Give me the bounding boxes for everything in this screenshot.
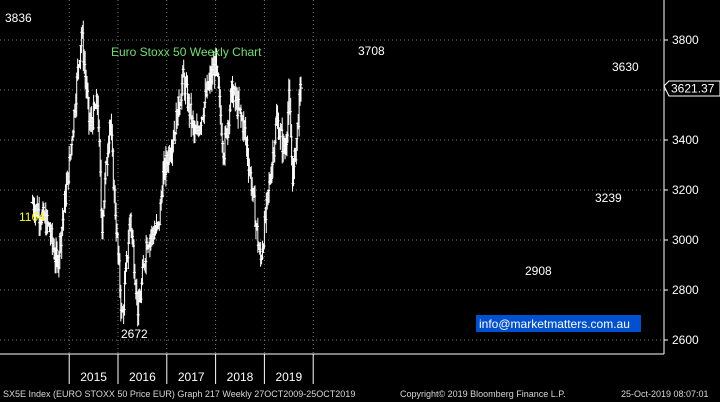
- footer-copyright: Copyright© 2019 Bloomberg Finance L.P.: [400, 389, 566, 399]
- annotation-3836: 3836: [5, 11, 32, 25]
- annotation-3239: 3239: [595, 191, 622, 205]
- x-tick-label: 2015: [80, 370, 107, 384]
- last-price-label: 3621.37: [671, 82, 715, 96]
- annotation-2672: 2672: [121, 327, 148, 341]
- footer-bar: SX5E Index (EURO STOXX 50 Price EUR) Gra…: [0, 385, 720, 402]
- y-tick-label: 3400: [672, 133, 699, 147]
- x-tick-label: 2016: [129, 370, 156, 384]
- footer-timestamp: 25-Oct-2019 08:07:01: [621, 389, 709, 399]
- x-tick-label: 2018: [227, 370, 254, 384]
- ohlc-bar: [299, 76, 303, 102]
- footer-source: SX5E Index (EURO STOXX 50 Price EUR) Gra…: [3, 389, 356, 399]
- price-chart: 2600280030003200340036003800 20152016201…: [0, 0, 720, 385]
- y-tick-label: 3000: [672, 233, 699, 247]
- time-axis: 2015 2016 2017 2018 2019: [68, 354, 314, 384]
- chart-title: Euro Stoxx 50 Weekly Chart: [111, 45, 262, 59]
- annotation-3708: 3708: [358, 44, 385, 58]
- x-tick-label: 2019: [275, 370, 302, 384]
- y-tick-label: 2600: [672, 333, 699, 347]
- y-tick-label: 2800: [672, 283, 699, 297]
- annotation-1164: 1164: [19, 210, 45, 224]
- annotation-2908: 2908: [525, 264, 552, 278]
- watermark-email: info@marketmatters.com.au: [479, 317, 630, 331]
- annotation-3630: 3630: [612, 60, 639, 74]
- watermark-box: [476, 315, 641, 332]
- x-tick-label: 2017: [178, 370, 205, 384]
- y-tick-label: 3200: [672, 183, 699, 197]
- last-price-marker: [663, 80, 720, 97]
- y-tick-label: 3800: [672, 33, 699, 47]
- price-bars: [30, 20, 303, 327]
- last-price-tag: 3621.37: [663, 80, 720, 97]
